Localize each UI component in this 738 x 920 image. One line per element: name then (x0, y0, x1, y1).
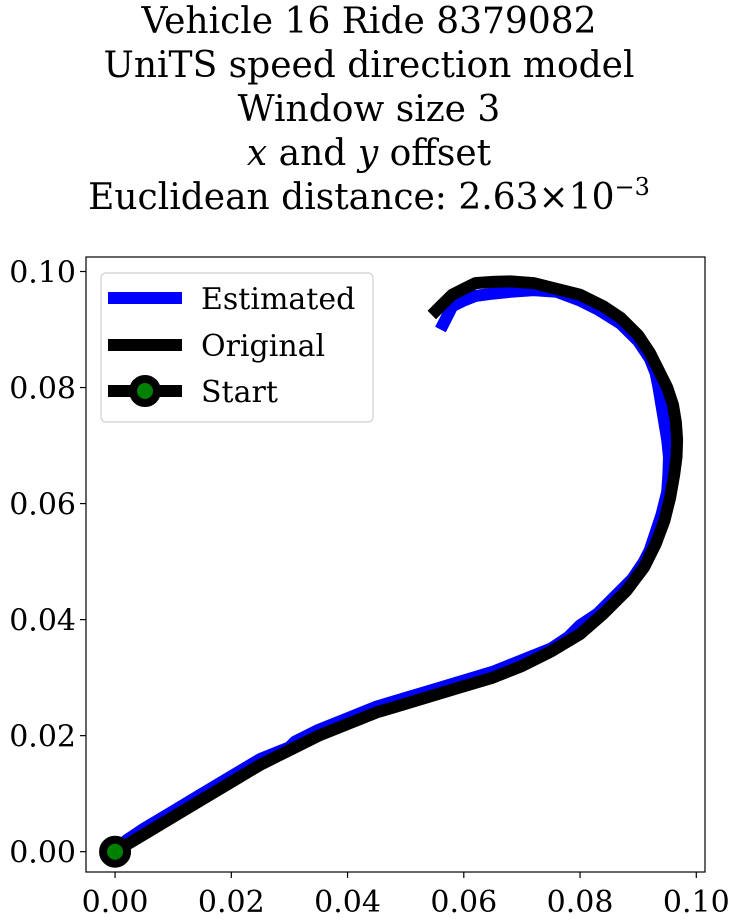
y-tick-label: 0.00 (9, 836, 76, 871)
title-var-y: y (357, 133, 379, 174)
legend-original-label: Original (201, 329, 325, 364)
x-tick-label: 0.00 (82, 885, 149, 920)
plot-area (99, 275, 684, 868)
axes: 0.00 0.02 0.04 0.06 0.08 0.10 0.00 0.02 0.04 0.06… (9, 256, 729, 920)
y-tick-label: 0.04 (9, 604, 76, 639)
legend-start-marker (129, 375, 161, 407)
y-tick-label: 0.02 (9, 720, 76, 755)
title-and: and (278, 133, 347, 174)
title-distance: Euclidean distance: 2.63 (88, 177, 539, 218)
y-tick-label: 0.06 (9, 488, 76, 523)
chart-title: Vehicle 16 Ride 8379082 UniTS speed dire… (0, 0, 738, 220)
plot-frame (85, 256, 706, 873)
y-tick-label: 0.10 (9, 256, 76, 291)
x-tick-label: 0.04 (314, 885, 381, 920)
y-tick-label: 0.08 (9, 372, 76, 407)
title-times: × (538, 177, 569, 218)
title-line-2: UniTS speed direction model (103, 45, 635, 86)
title-base: 10 (568, 177, 615, 218)
legend: Estimated Original Start (100, 272, 374, 423)
title-var-x: x (246, 133, 268, 174)
x-tick-label: 0.08 (547, 885, 614, 920)
x-tick-label: 0.10 (663, 885, 730, 920)
title-offset: offset (389, 133, 492, 174)
legend-estimated-label: Estimated (201, 282, 355, 317)
start-marker (99, 835, 132, 868)
x-tick-label: 0.06 (430, 885, 497, 920)
title-line-1: Vehicle 16 Ride 8379082 (141, 1, 597, 42)
title-line-5: Euclidean distance: 2.63×10−3 (0, 173, 738, 220)
title-line-4: x and y offset (0, 132, 738, 176)
x-tick-label: 0.02 (198, 885, 265, 920)
title-line-3: Window size 3 (237, 89, 501, 130)
legend-start-label: Start (201, 375, 278, 410)
series-line-original (112, 275, 684, 857)
legend-box (100, 272, 374, 423)
title-exponent: −3 (614, 173, 650, 201)
